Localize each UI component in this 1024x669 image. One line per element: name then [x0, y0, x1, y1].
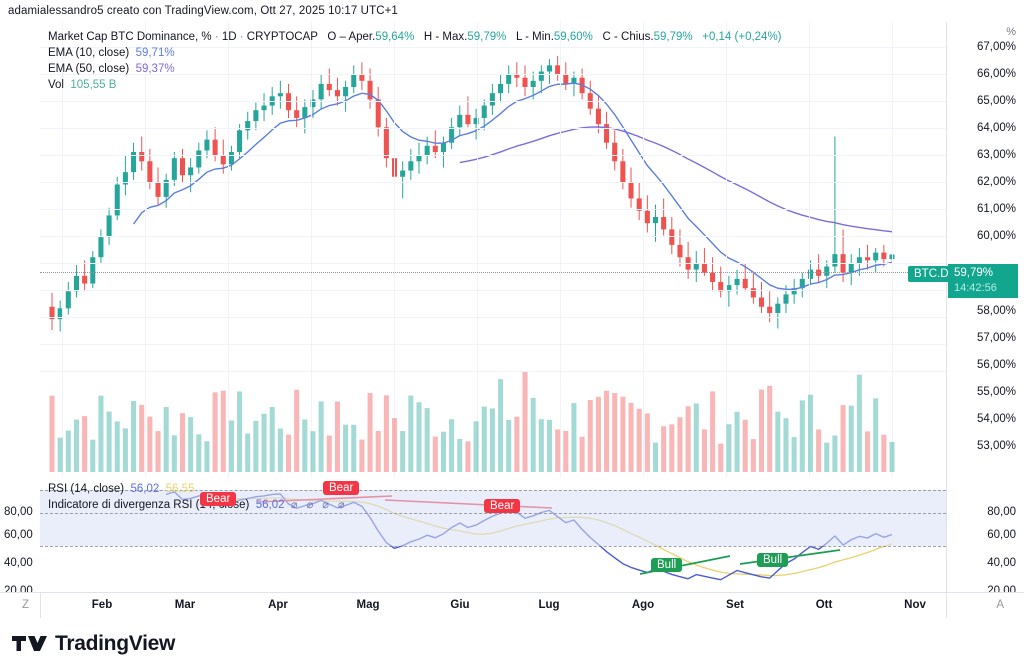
legend-ema10-value: 59,71% [135, 47, 175, 59]
time-label-0: Feb [91, 599, 113, 611]
rsi-legend-div-label: Indicatore di divergenza RSI (14, close) [48, 499, 250, 511]
rsi-left-tick-0: 80,00 [4, 506, 33, 518]
price-tick-11: 56,00% [976, 359, 1016, 371]
time-label-9: Nov [904, 599, 926, 611]
legend-low-value: 59,60% [553, 31, 593, 43]
legend-high-label: H - Max. [423, 31, 468, 43]
footer-bar: TradingView [0, 618, 1024, 669]
legend-change: +0,14 (+0,24%) [702, 31, 782, 43]
rsi-legend-main-row[interactable]: RSI (14, close) 56,02 56,55 [48, 481, 348, 497]
rsi-right-tick-2: 40,00 [987, 557, 1016, 569]
rsi-legend-main-value: 56,02 [130, 483, 160, 495]
legend-ema10-label: EMA (10, close) [48, 47, 130, 59]
symbol-badge[interactable]: BTC.D [908, 266, 955, 282]
legend-ema50-row[interactable]: EMA (50, close) 59,37% [48, 62, 782, 77]
price-tick-7: 60,00% [976, 230, 1016, 242]
price-tick-1: 66,00% [976, 68, 1016, 80]
time-label-3: Mag [356, 599, 380, 611]
time-label-2: Apr [268, 599, 288, 611]
bull-tag-1[interactable]: Bull [651, 558, 683, 572]
bear-tag-1[interactable]: Bear [200, 492, 237, 506]
bear-tag-3[interactable]: Bear [484, 499, 521, 513]
rsi-legend-div-value: 56,02 [255, 499, 285, 511]
time-label-5: Lug [538, 599, 560, 611]
last-price-badge[interactable]: 59,79% 14:42:56 [948, 264, 1018, 298]
time-label-4: Giu [450, 599, 470, 611]
time-label-7: Set [726, 599, 744, 611]
legend-high-value: 59,79% [467, 31, 507, 43]
rsi-left-tick-1: 60,00 [4, 529, 33, 541]
legend-exchange: CRYPTOCAP [246, 31, 318, 43]
bull-tag-2[interactable]: Bull [757, 553, 789, 567]
chart-legend: Market Cap BTC Dominance, % · 1D · CRYPT… [48, 30, 782, 94]
rsi-legend-main-ma: 56,55 [165, 483, 195, 495]
bear-tag-2[interactable]: Bear [323, 481, 360, 495]
tradingview-wordmark: TradingView [55, 631, 176, 655]
timezone-label[interactable]: Z [22, 599, 30, 611]
price-tick-5: 62,00% [976, 176, 1016, 188]
tradingview-logo[interactable]: TradingView [12, 632, 175, 656]
legend-volume-label: Vol [48, 79, 64, 91]
rsi-legend-divergence-row[interactable]: Indicatore di divergenza RSI (14, close)… [48, 497, 348, 513]
legend-volume-row[interactable]: Vol 105,55 B [48, 78, 782, 93]
legend-interval: 1D [221, 31, 237, 43]
legend-ema10-row[interactable]: EMA (10, close) 59,71% [48, 46, 782, 61]
rsi-right-tick-0: 80,00 [987, 506, 1016, 518]
price-tick-3: 64,00% [976, 122, 1016, 134]
time-label-8: Ott [815, 599, 833, 611]
left-axis: 80,00 60,00 40,00 20,00 [0, 22, 40, 597]
rsi-level-30 [40, 546, 946, 547]
header-bar: adamialessandro5 creato con TradingView.… [0, 0, 1024, 22]
price-tick-6: 61,00% [976, 203, 1016, 215]
price-tick-9: 58,00% [976, 305, 1016, 317]
price-tick-14: 53,00% [976, 440, 1016, 452]
legend-open-value: 59,64% [375, 31, 415, 43]
price-axis[interactable]: % 67,00% 66,00% 65,00% 64,00% 63,00% 62,… [946, 22, 1024, 597]
last-price-value: 59,79% [954, 267, 994, 279]
price-tick-13: 54,00% [976, 413, 1016, 425]
price-tick-0: 67,00% [976, 41, 1016, 53]
time-settings-label[interactable]: A [996, 599, 1004, 611]
rsi-legend-main-label: RSI (14, close) [48, 483, 125, 495]
legend-symbol: Market Cap BTC Dominance, % [48, 31, 212, 43]
rsi-legend-div-icons: ⌀ ⌀ ⌀ ⌀ [290, 499, 348, 511]
rsi-level-50 [40, 513, 946, 514]
tradingview-mark-icon [12, 635, 47, 651]
legend-volume-value: 105,55 B [70, 79, 117, 91]
countdown-timer: 14:42:56 [954, 282, 997, 294]
legend-open-label: O – Aper. [327, 31, 376, 43]
rsi-right-tick-1: 60,00 [987, 529, 1016, 541]
legend-close-label: C - Chius. [602, 31, 654, 43]
time-label-1: Mar [174, 599, 196, 611]
rsi-pane[interactable]: RSI (14, close) 56,02 56,55 Indicatore d… [0, 478, 1024, 592]
legend-close-value: 59,79% [653, 31, 693, 43]
rsi-left-tick-2: 40,00 [4, 557, 33, 569]
legend-symbol-row[interactable]: Market Cap BTC Dominance, % · 1D · CRYPT… [48, 31, 782, 43]
time-label-6: Ago [631, 599, 655, 611]
price-axis-unit: % [1006, 26, 1016, 38]
chart-frame: 80,00 60,00 40,00 20,00 [0, 22, 1024, 597]
legend-ema50-value: 59,37% [135, 63, 175, 75]
rsi-level-70 [40, 490, 946, 491]
price-tick-4: 63,00% [976, 149, 1016, 161]
price-pane[interactable] [40, 22, 946, 592]
volume-series [49, 372, 895, 472]
legend-low-label: L - Min. [515, 31, 554, 43]
time-axis[interactable]: Z A Feb Mar Apr Mag Giu Lug Ago Set Ott … [0, 592, 1024, 619]
price-tick-2: 65,00% [976, 95, 1016, 107]
price-tick-10: 57,00% [976, 332, 1016, 344]
price-tick-12: 55,00% [976, 386, 1016, 398]
rsi-legend: RSI (14, close) 56,02 56,55 Indicatore d… [48, 481, 348, 513]
legend-ema50-label: EMA (50, close) [48, 63, 130, 75]
credit-text: adamialessandro5 creato con TradingView.… [8, 5, 398, 17]
last-price-line [40, 272, 946, 273]
